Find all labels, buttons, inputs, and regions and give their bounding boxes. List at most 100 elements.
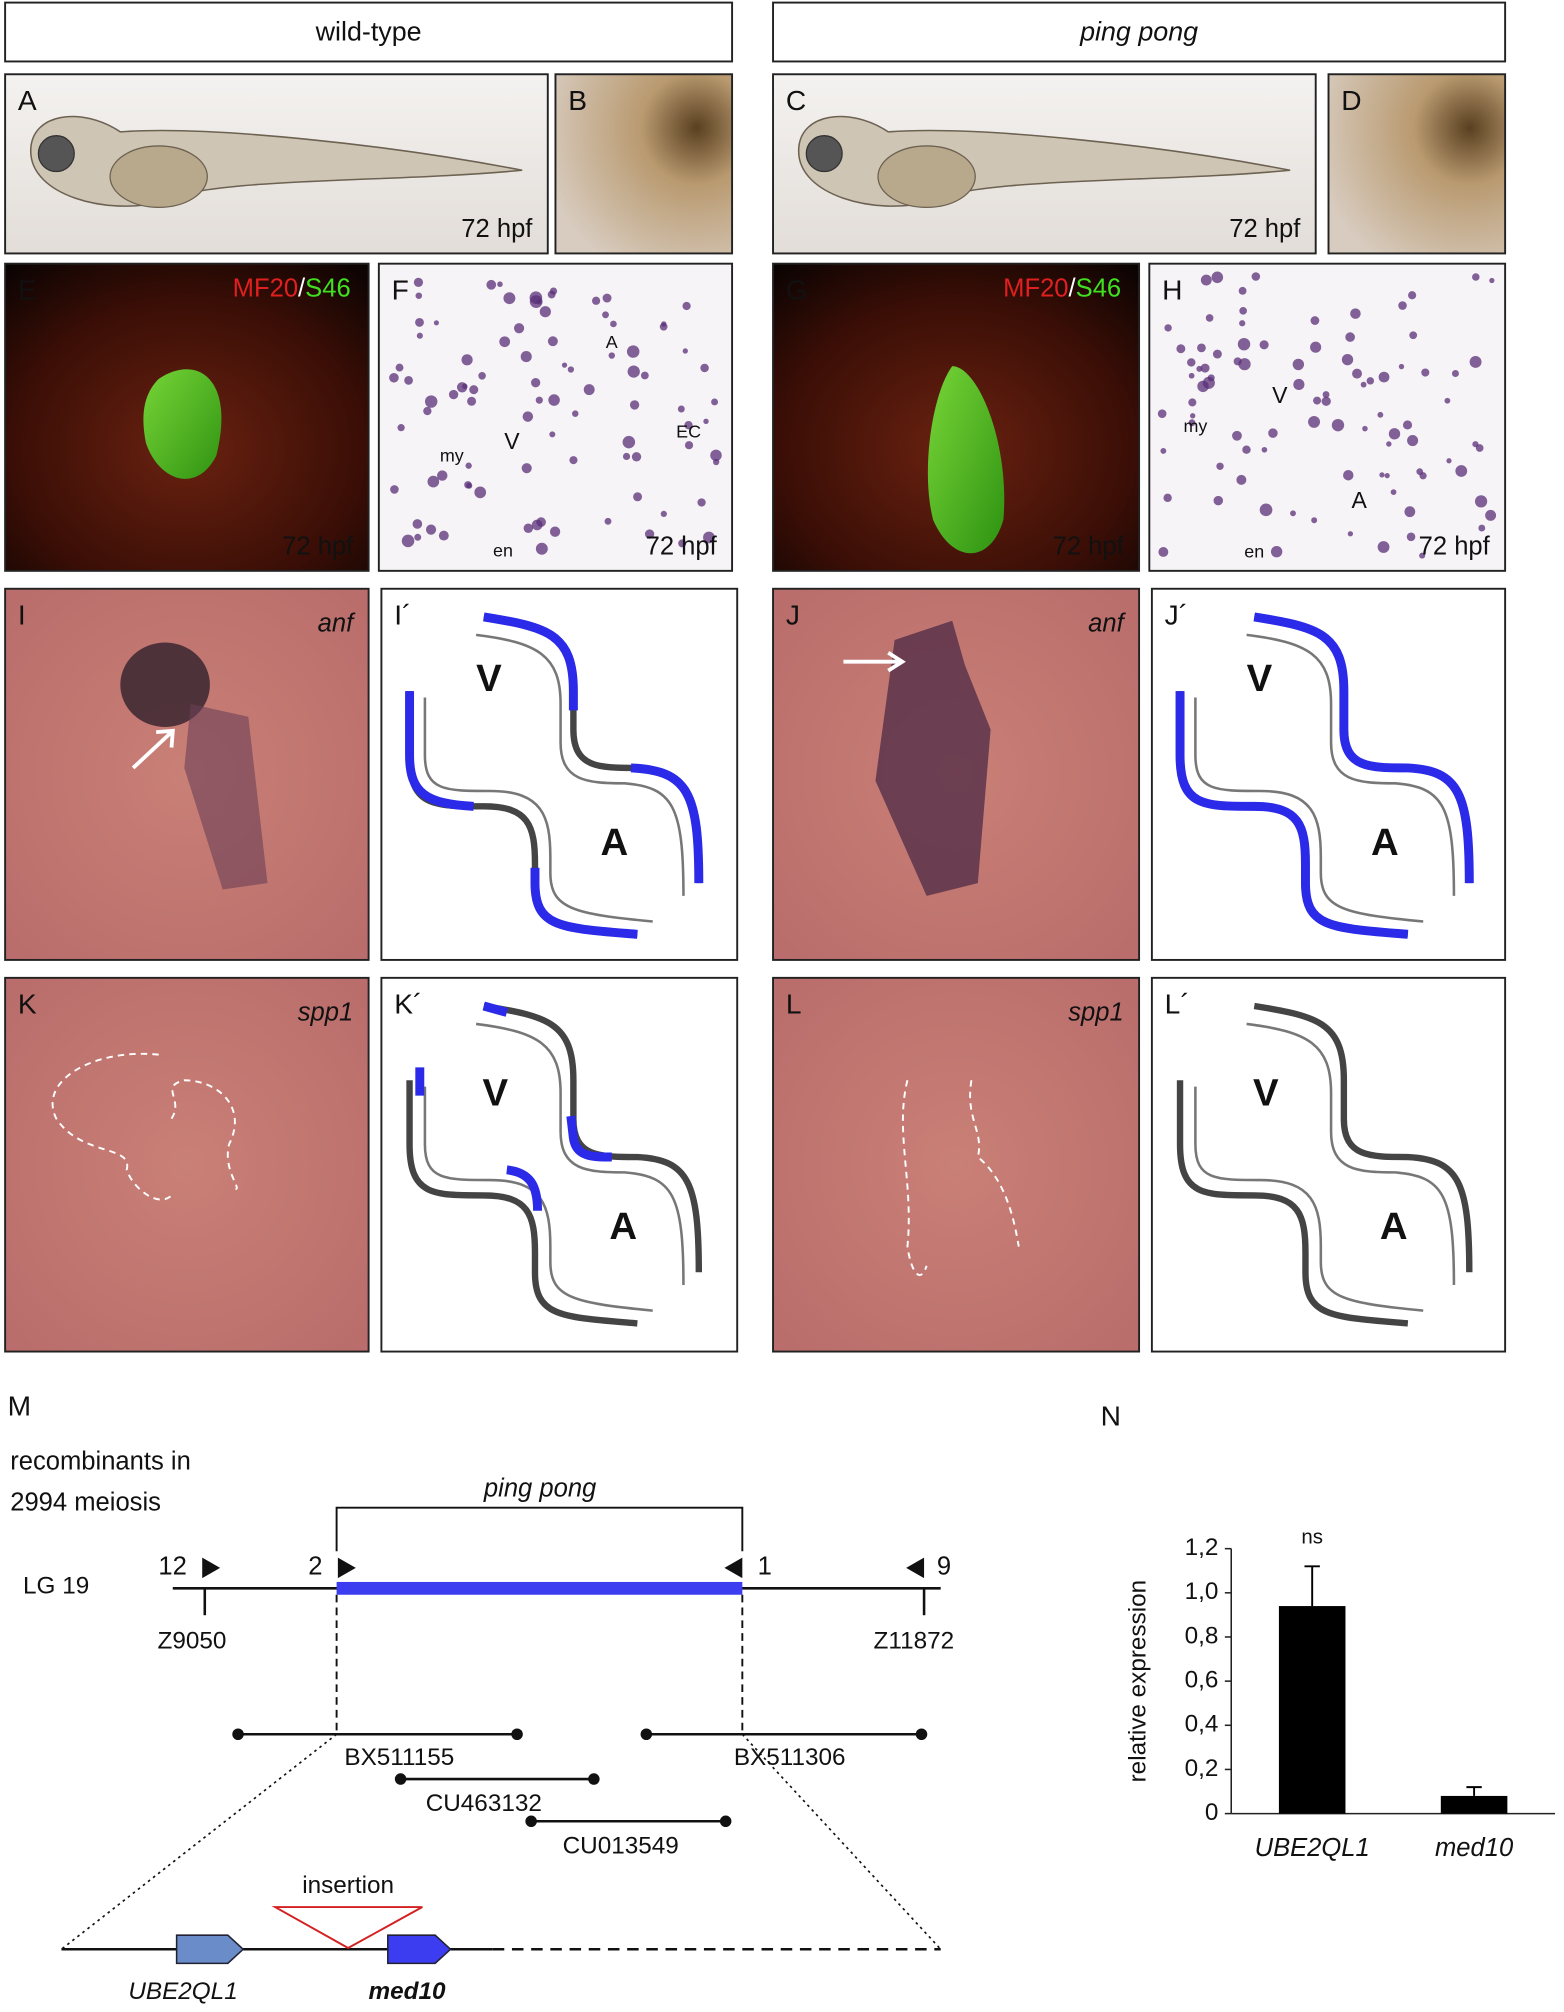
panel-label: D <box>1341 85 1361 116</box>
zoom-line <box>60 1733 338 1950</box>
nucleus <box>622 435 636 449</box>
panel-image <box>1327 73 1507 255</box>
recombinant-count: 1 <box>758 1553 772 1581</box>
nucleus <box>520 351 532 363</box>
gene-label: med10 <box>369 1978 446 2005</box>
nucleus <box>626 345 640 358</box>
annotation: A <box>606 332 618 352</box>
annotation: 72 hpf <box>282 533 354 561</box>
y-tick-label: 0,6 <box>1185 1667 1219 1694</box>
nucleus <box>1378 371 1390 383</box>
interval-bracket <box>335 1506 744 1552</box>
panel: I´ V A <box>380 587 739 961</box>
annotation: A <box>600 821 628 864</box>
nucleus <box>644 529 655 539</box>
panel: F A EC Vmy en 72 hpf <box>377 262 734 572</box>
nucleus <box>1197 343 1206 353</box>
gene-box <box>175 1934 245 1965</box>
expression-domain <box>566 1115 612 1162</box>
nucleus <box>1350 308 1361 319</box>
nucleus <box>602 311 609 319</box>
panel-label: J <box>786 599 800 630</box>
panel-label: E <box>18 274 37 305</box>
wall-inner <box>1246 633 1456 896</box>
nucleus <box>1406 532 1416 542</box>
nucleus <box>1242 445 1251 454</box>
nucleus <box>469 385 479 395</box>
nucleus <box>1388 428 1401 440</box>
header-box <box>4 1 734 63</box>
nucleus <box>1232 430 1242 441</box>
bar <box>1278 1606 1346 1814</box>
nucleus <box>404 376 413 385</box>
nucleus <box>1157 409 1167 418</box>
panel-image <box>4 976 370 1353</box>
nucleus <box>414 533 422 541</box>
nucleus <box>1451 369 1459 377</box>
clone-ends <box>232 1728 928 1828</box>
expression-domain <box>1253 612 1474 884</box>
nucleus <box>631 452 642 462</box>
heart-signal <box>927 366 1005 554</box>
nucleus <box>1293 378 1305 391</box>
annotation: en <box>1244 542 1264 562</box>
critical-interval <box>336 1581 743 1595</box>
nucleus <box>1310 341 1322 353</box>
zoom-line <box>741 1733 942 1950</box>
annotation: V <box>1247 657 1273 700</box>
panel-label: I <box>18 599 26 630</box>
nucleus <box>713 458 720 466</box>
annotation: anf <box>318 609 356 637</box>
y-axis-label: relative expression <box>1125 1580 1152 1783</box>
nucleus <box>1489 277 1495 284</box>
nucleus <box>401 534 415 548</box>
nucleus <box>529 291 543 305</box>
nucleus <box>684 421 693 430</box>
nucleus <box>602 293 612 303</box>
nucleus <box>677 405 685 413</box>
nucleus <box>415 317 424 327</box>
annotation: anf <box>1088 609 1126 637</box>
wall-inner <box>423 1086 653 1312</box>
nucleus <box>1188 398 1197 407</box>
arrowhead <box>724 1557 743 1579</box>
nucleus <box>1239 320 1246 327</box>
panel-label: J´ <box>1165 599 1188 630</box>
nucleus <box>1455 465 1468 477</box>
nucleus <box>462 383 468 389</box>
annotation: A <box>1371 821 1399 864</box>
map-title: recombinants in <box>10 1448 191 1476</box>
map-title: 2994 meiosis <box>10 1489 161 1517</box>
nucleus <box>610 320 617 328</box>
nucleus <box>464 481 472 489</box>
panel: A 72 hpf <box>4 73 549 255</box>
nucleus <box>535 396 543 404</box>
nucleus <box>1251 272 1261 281</box>
nucleus <box>711 398 719 406</box>
stain <box>120 642 210 727</box>
outline <box>51 1052 238 1201</box>
nucleus <box>503 292 516 305</box>
expression-domain <box>1175 691 1409 939</box>
nucleus <box>1290 510 1296 517</box>
wall-inner <box>475 1022 685 1286</box>
expression-domain <box>630 763 704 884</box>
lg-label: LG 19 <box>23 1572 89 1599</box>
nucleus <box>397 423 405 432</box>
nucleus <box>522 411 534 422</box>
eye <box>805 135 843 173</box>
nucleus <box>633 492 643 502</box>
stain-part: MF20 <box>233 274 298 302</box>
outline <box>901 1080 1020 1276</box>
nucleus <box>1331 418 1345 432</box>
nucleus <box>416 332 423 339</box>
nucleus <box>1292 358 1305 371</box>
clone-label: CU013549 <box>563 1832 679 1859</box>
clone-label: BX511155 <box>344 1744 454 1771</box>
heart-signal <box>143 369 222 479</box>
nucleus <box>622 452 631 461</box>
nucleus <box>703 418 709 425</box>
nucleus <box>437 470 448 481</box>
nucleus <box>1341 353 1354 366</box>
